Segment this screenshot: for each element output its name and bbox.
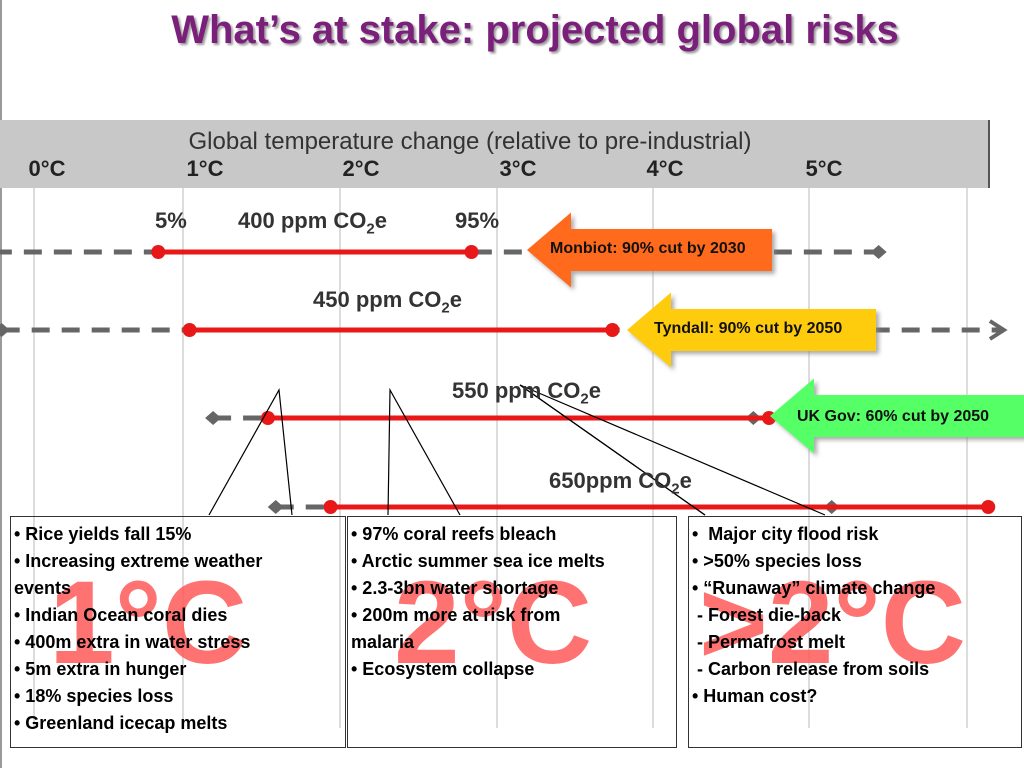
impact-item: • “Runaway” climate change — [692, 578, 936, 598]
impact-item: • Arctic summer sea ice melts — [351, 551, 605, 571]
big-temp-gt2c: >2°C — [699, 557, 966, 689]
big-temp-1c: 1°C — [49, 557, 248, 689]
impact-item: • 200m more at risk from — [351, 605, 561, 625]
arrow-label-tyndall: Tyndall: 90% cut by 2050 — [654, 320, 843, 337]
gridline-1 — [182, 188, 184, 728]
callout-2c — [387, 387, 461, 516]
range-start-diamond — [0, 323, 10, 337]
callout-1c — [208, 388, 293, 516]
likely-high-dot — [981, 500, 996, 514]
tick-0c: 0°C — [28, 156, 66, 181]
line-650-label: 650ppm CO2e — [549, 468, 692, 498]
impact-item: • Increasing extreme weather — [14, 551, 263, 571]
tick-1c: 1°C — [186, 156, 224, 181]
range-start-diamond — [267, 500, 284, 514]
arrow-label-ukgov: UK Gov: 60% cut by 2050 — [797, 408, 990, 425]
left-border — [0, 0, 2, 768]
impact-item: • 5m extra in hunger — [14, 659, 187, 679]
impact-item: • Greenland icecap melts — [14, 713, 228, 733]
range-start-diamond — [0, 250, 2, 254]
axis-band — [0, 120, 990, 188]
impact-list-2c: • 97% coral reefs bleach • Arctic summer … — [348, 517, 676, 687]
likely-low-dot — [182, 323, 197, 337]
impact-list-1c: • Rice yields fall 15% • Increasing extre… — [11, 517, 345, 741]
impact-item: • Human cost? — [692, 686, 818, 706]
impact-item: - Permafrost melt — [692, 632, 846, 652]
tick-2c: 2°C — [342, 156, 380, 181]
impact-item: • Ecosystem collapse — [351, 659, 535, 679]
policy-arrow — [527, 212, 772, 288]
impact-item: malaria — [351, 632, 415, 652]
line-550-label: 550 ppm CO2e — [452, 378, 601, 408]
likely-low-dot — [323, 500, 338, 514]
impact-item: • Major city flood risk — [692, 524, 879, 544]
range-end-diamond — [870, 245, 887, 259]
gridline-4 — [652, 188, 654, 728]
impact-item: • >50% species loss — [692, 551, 862, 571]
impact-item: • 97% coral reefs bleach — [351, 524, 557, 544]
impact-list-gt2c: • Major city flood risk • >50% species lo… — [689, 517, 1021, 714]
gridline-2 — [339, 188, 341, 728]
range-end-arrow — [988, 319, 1008, 341]
line-450-label: 450 ppm CO2e — [313, 287, 462, 317]
impact-box-2c: 2°C • 97% coral reefs bleach • Arctic sum… — [347, 516, 677, 748]
gridline-0 — [33, 188, 35, 728]
range-start-diamond — [205, 411, 222, 425]
impact-item: • Indian Ocean coral dies — [14, 605, 228, 625]
impact-item: events — [14, 578, 72, 598]
line-400-high-pct: 95% — [455, 208, 500, 233]
tick-4c: 4°C — [646, 156, 684, 181]
likely-low-dot — [151, 245, 166, 259]
tick-5c: 5°C — [805, 156, 843, 181]
policy-arrow — [770, 378, 1024, 454]
arrow-label-monbiot: Monbiot: 90% cut by 2030 — [550, 240, 746, 257]
impact-item: • 2.3-3bn water shortage — [351, 578, 559, 598]
gridline-6 — [966, 188, 968, 728]
impact-box-1c: 1°C • Rice yields fall 15% • Increasing e… — [10, 516, 346, 748]
policy-arrow — [627, 292, 876, 368]
line-400-label: 400 ppm CO2e — [238, 208, 387, 238]
impact-item: • 18% species loss — [14, 686, 174, 706]
impact-item: • Rice yields fall 15% — [14, 524, 192, 544]
gridline-5 — [808, 188, 810, 728]
impact-item: - Forest die-back — [692, 605, 842, 625]
impact-item: - Carbon release from soils — [692, 659, 930, 679]
likely-high-dot — [605, 323, 620, 337]
big-temp-2c: 2°C — [394, 557, 593, 689]
likely-low-dot — [260, 411, 275, 425]
impact-box-gt2c: >2°C • Major city flood risk • >50% speci… — [688, 516, 1022, 748]
gridline-3 — [496, 188, 498, 728]
likely-high-dot — [464, 245, 479, 259]
tick-3c: 3°C — [499, 156, 537, 181]
line-400-low-pct: 5% — [155, 208, 187, 233]
callout-gt2c-lines — [519, 384, 826, 516]
axis-title: Global temperature change (relative to p… — [188, 128, 752, 155]
slide-title: What’s at stake: projected global risks — [171, 8, 899, 52]
impact-item: • 400m extra in water stress — [14, 632, 251, 652]
